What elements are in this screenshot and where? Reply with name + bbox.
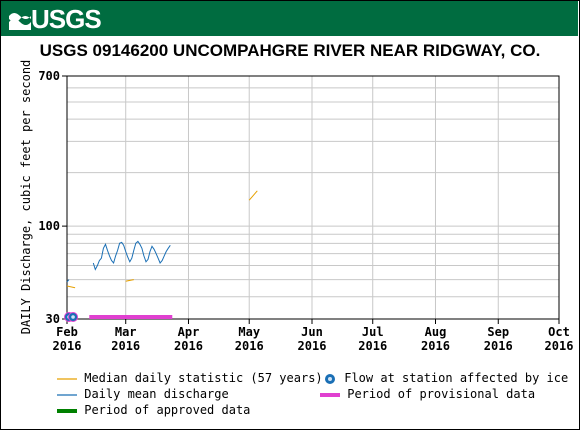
legend-approved: Period of approved data	[57, 403, 250, 417]
legend-ice: Flow at station affected by ice	[323, 371, 568, 385]
x-tick-label: 2016	[545, 339, 574, 353]
legend-approved-swatch	[57, 408, 77, 413]
legend-approved-label: Period of approved data	[84, 403, 251, 417]
legend-provisional: Period of provisional data	[320, 387, 535, 401]
daily-mean-series-line	[66, 279, 70, 283]
plot-area-border	[66, 75, 560, 320]
x-tick-label: Mar	[115, 325, 137, 339]
x-tick-label: 2016	[484, 339, 513, 353]
x-tick-label: 2016	[358, 339, 387, 353]
legend-median-swatch	[57, 377, 77, 380]
x-tick-label: Sep	[487, 325, 509, 339]
legend-median-label: Median daily statistic (57 years)	[84, 371, 323, 385]
x-tick-label: 2016	[111, 339, 140, 353]
median-series-line	[248, 190, 258, 201]
daily-mean-series-line	[92, 240, 171, 271]
usgs-wave-icon	[9, 13, 31, 30]
x-tick-label: Jul	[362, 325, 384, 339]
legend-median: Median daily statistic (57 years)	[57, 371, 323, 385]
x-tick-label: 2016	[174, 339, 203, 353]
usgs-banner: USGS	[1, 1, 578, 36]
y-axis-label: DAILY Discharge, cubic feet per second	[19, 60, 33, 335]
usgs-logo-text: USGS	[31, 4, 102, 34]
x-tick-label: Apr	[178, 325, 200, 339]
x-tick-label: Jun	[301, 325, 323, 339]
median-series-line	[125, 279, 134, 282]
x-tick-label: Feb	[56, 325, 78, 339]
provisional-period-bar	[89, 315, 173, 319]
ice-marker-icon	[325, 373, 335, 384]
chart-title: USGS 09146200 UNCOMPAHGRE RIVER NEAR RID…	[39, 41, 541, 60]
x-tick-label: Oct	[548, 325, 570, 339]
legend-daily-mean-label: Daily mean discharge	[84, 387, 229, 401]
x-tick-label: 2016	[53, 339, 82, 353]
ice-marker-center	[71, 315, 75, 319]
legend-ice-label: Flow at station affected by ice	[344, 371, 569, 385]
x-tick-label: 2016	[421, 339, 450, 353]
x-tick-label: 2016	[298, 339, 327, 353]
legend-provisional-label: Period of provisional data	[347, 387, 536, 401]
y-tick-label: 30	[46, 312, 60, 326]
median-series-line	[66, 285, 76, 289]
y-tick-label: 700	[38, 69, 60, 83]
x-tick-label: 2016	[235, 339, 264, 353]
x-tick-label: May	[238, 325, 260, 339]
x-tick-label: Aug	[425, 325, 447, 339]
legend-provisional-swatch	[320, 392, 340, 397]
legend-daily-mean-swatch	[57, 393, 77, 396]
y-tick-label: 100	[38, 219, 60, 233]
legend-daily-mean: Daily mean discharge	[57, 387, 229, 401]
